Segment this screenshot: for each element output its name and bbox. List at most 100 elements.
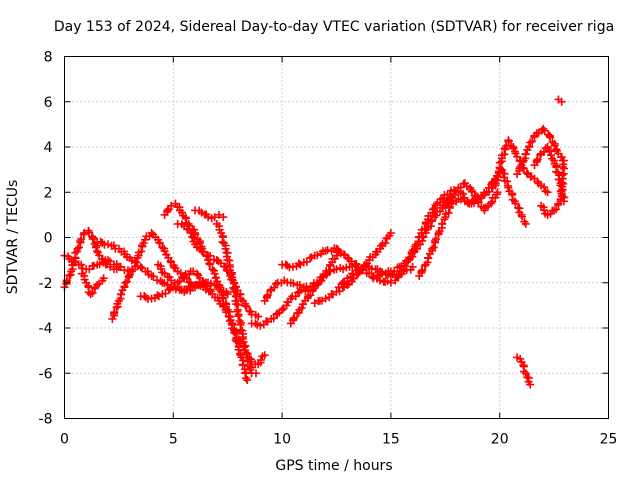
data-point-trail: [229, 287, 238, 296]
data-point: [254, 312, 263, 321]
data-point-trail: [238, 361, 247, 370]
data-point-trail: [540, 206, 549, 215]
x-tick-label: 25: [600, 432, 618, 448]
data-point-trail: [85, 265, 94, 274]
data-point: [386, 278, 395, 287]
data-point-trail: [418, 266, 427, 275]
data-point-trail: [138, 264, 147, 273]
data-points: [60, 95, 569, 389]
x-tick-label: 20: [491, 432, 509, 448]
data-point: [332, 265, 341, 274]
series-arc-29: [513, 353, 535, 389]
data-point-trail: [546, 151, 555, 160]
data-point-trail: [426, 222, 435, 231]
data-point-trail: [216, 259, 225, 268]
series-arc-17: [310, 228, 395, 308]
data-point-trail: [459, 189, 468, 198]
data-point: [526, 380, 535, 389]
data-point: [376, 276, 385, 285]
data-point-trail: [297, 304, 306, 313]
y-tick-label: 0: [44, 231, 53, 247]
data-point-trail: [234, 312, 243, 321]
data-point-trail: [347, 257, 356, 266]
data-point: [214, 210, 223, 219]
data-point-trail: [500, 173, 509, 182]
data-point-trail: [558, 185, 567, 194]
y-tick-label: -4: [39, 321, 53, 337]
data-point-trail: [163, 206, 172, 215]
data-point-trail: [234, 345, 243, 354]
data-point-trail: [536, 150, 545, 159]
data-point: [497, 165, 506, 174]
data-point-trail: [149, 272, 158, 281]
data-point: [260, 351, 269, 360]
tick-labels: 0 5 10 15 20 25 -8 -6 -4 -2 0 2 4 6 8: [39, 50, 618, 448]
y-tick-label: 2: [44, 185, 53, 201]
series-arc-22: [441, 179, 502, 215]
data-point-trail: [231, 296, 240, 305]
data-point-trail: [444, 208, 453, 217]
data-point-trail: [120, 282, 129, 291]
series-arc-27: [530, 143, 569, 206]
data-point: [557, 97, 566, 106]
data-point-trail: [444, 197, 453, 206]
y-tick-label: -8: [39, 412, 53, 428]
data-point-trail: [405, 254, 414, 263]
data-point-trail: [518, 212, 527, 221]
grid: [64, 56, 609, 419]
data-point-trail: [289, 314, 298, 323]
data-point: [559, 156, 568, 165]
data-point: [321, 294, 330, 303]
series-arc-24: [484, 165, 530, 228]
data-point: [334, 247, 343, 256]
data-point-trail: [335, 287, 344, 296]
data-point-trail: [540, 183, 549, 192]
data-point: [543, 210, 552, 219]
data-point: [521, 219, 530, 228]
data-point-trail: [533, 155, 542, 164]
data-point-trail: [324, 266, 333, 275]
data-point-trail: [302, 257, 311, 266]
data-point-trail: [155, 239, 164, 248]
data-point-trail: [552, 205, 561, 214]
chart-title: Day 153 of 2024, Sidereal Day-to-day VTE…: [54, 19, 614, 35]
data-point-trail: [253, 320, 262, 329]
data-point-trail: [522, 168, 531, 177]
series-arc-13: [247, 285, 313, 330]
data-point-trail: [143, 267, 152, 276]
data-point-trail: [504, 137, 513, 146]
data-point-trail: [206, 251, 215, 260]
data-point-trail: [163, 280, 172, 289]
data-point-trail: [420, 224, 429, 233]
data-point-trail: [74, 243, 83, 252]
data-point-trail: [540, 126, 549, 135]
data-point-trail: [88, 235, 97, 244]
data-point-trail: [306, 291, 315, 300]
axis-ticks: [64, 56, 609, 419]
data-point: [493, 188, 502, 197]
data-point-trail: [511, 199, 520, 208]
data-point-trail: [88, 288, 97, 297]
data-point-trail: [438, 219, 447, 228]
data-point: [521, 369, 530, 378]
y-tick-label: 4: [44, 140, 53, 156]
data-point-trail: [429, 243, 438, 252]
data-point: [219, 213, 228, 222]
data-point-trail: [339, 250, 348, 259]
data-point: [543, 188, 552, 197]
series-arc-23: [465, 136, 552, 208]
data-point-trail: [340, 277, 349, 286]
data-point-trail: [556, 181, 565, 190]
data-point-trail: [203, 282, 212, 291]
series-arc-3: [77, 269, 108, 299]
x-tick-label: 10: [273, 432, 291, 448]
y-tick-label: 6: [44, 95, 53, 111]
data-point-trail: [123, 277, 132, 286]
series-arc-9: [173, 219, 263, 321]
data-point-trail: [137, 247, 146, 256]
data-point: [256, 321, 265, 330]
data-point-trail: [266, 286, 275, 295]
data-point-trail: [199, 248, 208, 257]
